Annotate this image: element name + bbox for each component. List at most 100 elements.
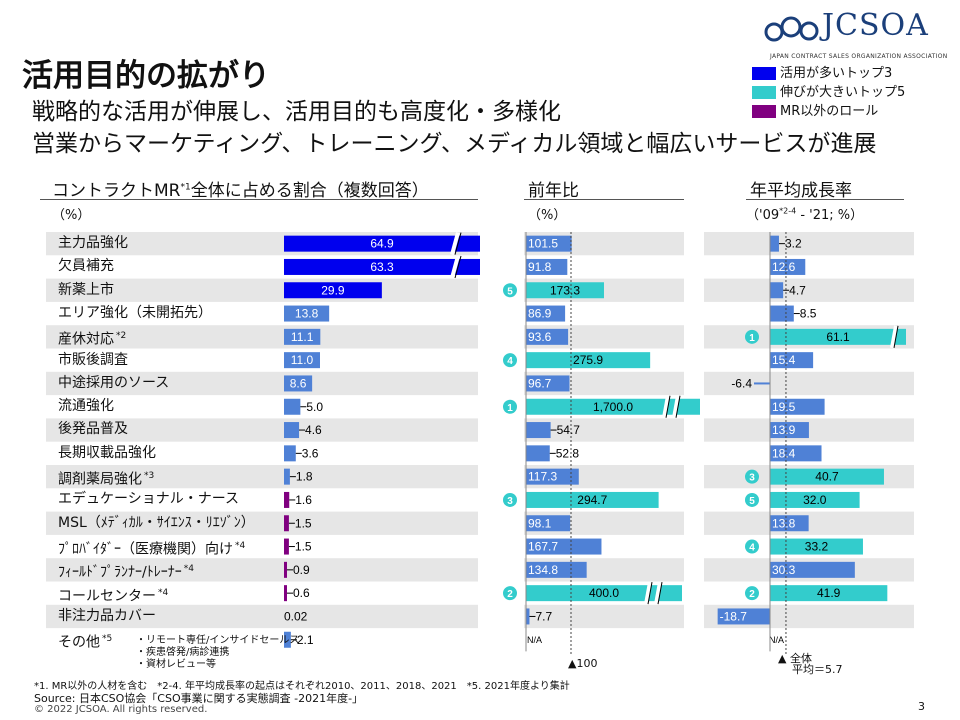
logo-text: JCSOA	[822, 8, 929, 43]
bar-yoy	[526, 235, 572, 252]
bar-yoy	[526, 375, 570, 392]
bar-yoy	[526, 352, 651, 369]
rank-badge	[745, 539, 759, 554]
bar-label: 8.5	[800, 307, 817, 321]
row-label-text: MSL（ﾒﾃﾞｨｶﾙ・ｻｲｴﾝｽ・ﾘｴｿﾞﾝ）	[58, 514, 255, 531]
row-label-sup: *4	[158, 587, 169, 598]
bar-yoy	[526, 468, 579, 485]
row-label-text: 非注力品カバー	[58, 607, 156, 624]
legend-label: 活用が多いトップ3	[780, 66, 893, 81]
bar-label: 400.0	[589, 586, 619, 600]
bar-yoy	[526, 515, 571, 532]
row-label-text: 後発品普及	[58, 421, 128, 438]
rank-badge-number: 5	[749, 496, 755, 507]
row-label-text: エデュケーショナル・ナース	[58, 491, 240, 508]
panel-underline	[40, 199, 478, 200]
bar-label: 11.1	[291, 330, 314, 344]
row-label-text: 欠員補充	[58, 258, 114, 275]
row-label: 産休対応 *2	[58, 325, 126, 348]
bar-share	[284, 631, 291, 648]
panel-unit-share: （%）	[52, 208, 91, 223]
bar-share	[284, 352, 320, 369]
row-label: エデュケーショナル・ナース	[58, 488, 239, 511]
bar-label: 13.8	[295, 307, 319, 321]
bar-label: -18.7	[720, 609, 748, 623]
row-label-sup: *2	[116, 331, 127, 342]
bar-share	[284, 515, 289, 532]
bar-label: 41.9	[817, 586, 841, 600]
rank-badge-number: 4	[507, 356, 513, 367]
row-label: エリア強化（未開拓先）	[58, 302, 212, 325]
rank-badge-number: 5	[507, 286, 513, 297]
bar-label: 117.3	[528, 470, 557, 484]
rank-badge-number: 1	[749, 333, 755, 344]
bar-cagr	[770, 258, 806, 275]
bar-label: 167.7	[528, 540, 558, 554]
bar-cagr	[770, 515, 809, 532]
bar-label: 294.7	[577, 493, 607, 507]
row-label-sup: *5	[102, 634, 113, 645]
rank-badge	[745, 329, 759, 344]
row-band	[46, 465, 478, 489]
bar-label: 4.6	[305, 423, 322, 437]
row-label: 主力品強化	[58, 232, 128, 255]
row-label: 流通強化	[58, 395, 114, 418]
row-label-text: 産休対応	[58, 331, 114, 348]
row-label: 欠員補充	[58, 255, 114, 278]
bar-label: 30.3	[772, 563, 796, 577]
axis-break	[454, 255, 462, 279]
bar-label: 4.7	[789, 283, 806, 297]
axis-break	[654, 581, 662, 605]
source-note: Source: 日本CSO協会「CSO事業に関する実態調査 -2021年度-」	[34, 692, 364, 705]
bar-label: 1.5	[295, 516, 312, 530]
rank-badge	[503, 586, 517, 601]
rank-badge-number: 2	[749, 589, 755, 600]
row-band	[46, 371, 478, 396]
bar-cagr	[770, 328, 906, 345]
axis-break	[454, 232, 462, 255]
bar-share	[284, 305, 330, 322]
legend-item-non-mr: MR以外のロール	[752, 104, 878, 120]
bar-share	[284, 538, 289, 555]
row-band	[46, 511, 478, 535]
bar-share	[284, 258, 480, 275]
rank-badge	[745, 469, 759, 484]
bar-label: 91.8	[528, 260, 552, 274]
rank-badge-number: 4	[749, 543, 755, 554]
bar-share	[284, 422, 300, 439]
axis-break	[665, 395, 671, 418]
axis-break	[672, 395, 680, 419]
panel-unit-cagr: （'09*2-4 - '21; %）	[746, 206, 864, 223]
row-band	[524, 604, 684, 629]
row-label: 非注力品カバー	[58, 605, 156, 628]
bar-label: 7.7	[535, 609, 552, 623]
row-band	[46, 325, 478, 349]
bar-label: 86.9	[528, 307, 552, 321]
bar-label: 11.0	[291, 353, 314, 367]
rank-badge	[503, 353, 517, 368]
bar-share	[284, 375, 313, 392]
bar-label: -6.4	[731, 376, 752, 390]
bar-yoy	[526, 305, 566, 322]
row-label-sup: *4	[183, 564, 194, 575]
bar-share	[284, 235, 480, 252]
panel-underline	[746, 199, 904, 200]
row-label: コールセンター *4	[58, 582, 168, 605]
rank-badge	[503, 399, 517, 414]
axis-break	[893, 325, 899, 348]
row-label-text: 主力品強化	[58, 235, 128, 251]
row-label-text: 新薬上市	[58, 281, 114, 298]
bar-cagr	[770, 305, 794, 322]
bar-label: 18.4	[772, 446, 796, 460]
other-item-note: ・リモート専任/インサイドセールス	[136, 635, 300, 646]
panel-title-share: コントラクトMR*1全体に占める割合（複数回答）	[52, 181, 429, 201]
bar-yoy	[526, 608, 530, 625]
bar-share	[284, 282, 382, 299]
row-label-text: コールセンター	[58, 588, 156, 605]
row-band	[704, 278, 914, 302]
bar-label: 32.0	[803, 493, 827, 507]
bar-label: 13.9	[772, 423, 796, 437]
copyright: © 2022 JCSOA. All rights reserved.	[34, 704, 208, 715]
axis-break	[675, 395, 681, 418]
